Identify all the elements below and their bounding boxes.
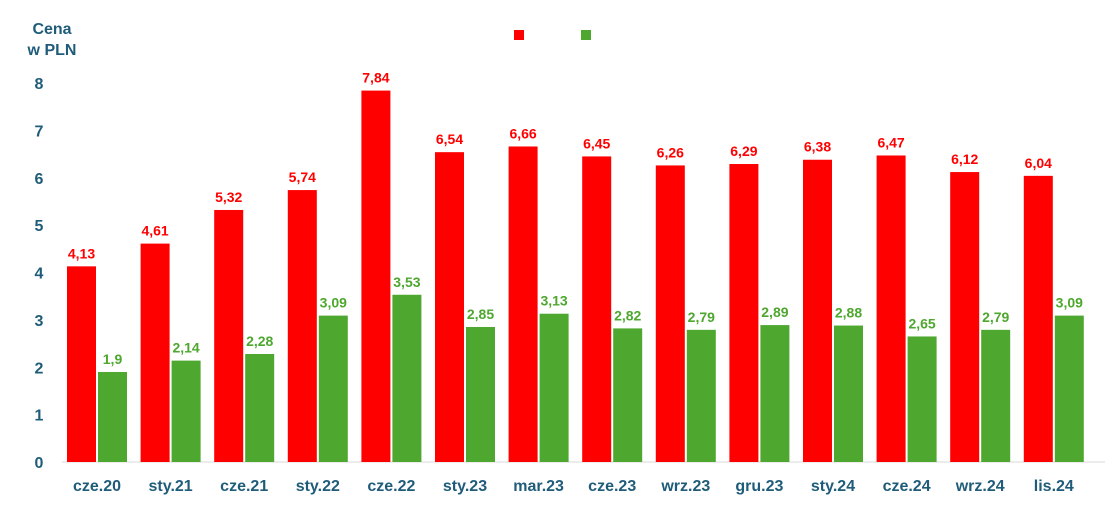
bar-series-1 bbox=[1023, 175, 1053, 463]
data-label-series-1: 6,04 bbox=[1025, 155, 1052, 171]
bar-series-2 bbox=[392, 294, 422, 462]
bar-series-1 bbox=[140, 243, 170, 462]
bar-series-1 bbox=[876, 155, 906, 462]
data-label-series-2: 2,85 bbox=[467, 306, 494, 322]
legend: ON/CC LPG bbox=[514, 27, 624, 43]
data-label-series-2: 3,53 bbox=[393, 274, 420, 290]
data-label-series-1: 6,45 bbox=[583, 135, 610, 151]
bar-series-1 bbox=[950, 172, 980, 462]
data-label-series-1: 4,61 bbox=[141, 223, 168, 239]
bar-series-1 bbox=[582, 156, 612, 462]
y-tick-label: 6 bbox=[35, 171, 44, 188]
bar-series-2 bbox=[318, 315, 348, 462]
data-label-series-1: 4,13 bbox=[68, 245, 95, 261]
x-tick-label: cze.20 bbox=[73, 478, 121, 495]
x-tick-label: wrz.24 bbox=[955, 478, 1005, 495]
x-tick-label: wrz.23 bbox=[660, 478, 710, 495]
data-label-series-2: 2,88 bbox=[835, 305, 862, 321]
legend-swatch-series-2 bbox=[581, 30, 591, 40]
bar-series-2 bbox=[98, 371, 127, 462]
bar-series-1 bbox=[214, 209, 244, 462]
x-axis: cze.20 sty.21 cze.21 sty.22 cze.22 sty.23 mar.… bbox=[73, 478, 1074, 495]
x-tick-label: lis.24 bbox=[1034, 478, 1074, 495]
bar-series-1 bbox=[655, 165, 685, 462]
y-tick-label: 1 bbox=[35, 408, 44, 425]
bar-series-2 bbox=[1054, 315, 1084, 462]
bar-series-1 bbox=[361, 90, 391, 462]
y-tick-label: 8 bbox=[35, 76, 44, 93]
bar-series-1 bbox=[803, 159, 832, 462]
data-label-series-2: 2,79 bbox=[688, 309, 715, 325]
y-axis-title-line-2: w PLN bbox=[27, 42, 77, 59]
bar-series-1 bbox=[435, 152, 464, 463]
bar-series-1 bbox=[67, 266, 96, 462]
bar-series-2 bbox=[834, 325, 863, 462]
x-tick-label: sty.21 bbox=[149, 478, 193, 495]
data-label-series-1: 6,29 bbox=[730, 143, 757, 159]
x-tick-label: cze.22 bbox=[367, 478, 415, 495]
y-axis: 0 1 2 3 4 5 6 7 8 bbox=[35, 76, 44, 472]
data-label-series-2: 2,65 bbox=[908, 315, 935, 331]
y-tick-label: 7 bbox=[35, 123, 44, 140]
legend-label-series-1: ON/CC bbox=[529, 27, 574, 43]
bar-series-2 bbox=[981, 329, 1011, 462]
x-tick-label: sty.24 bbox=[811, 478, 855, 495]
data-label-series-1: 5,74 bbox=[289, 169, 316, 185]
y-axis-title-line-1: Cena bbox=[32, 21, 71, 38]
data-label-series-2: 3,09 bbox=[1056, 295, 1083, 311]
data-label-series-2: 2,82 bbox=[614, 307, 641, 323]
bar-series-2 bbox=[760, 325, 790, 462]
data-label-series-1: 6,66 bbox=[509, 125, 536, 141]
data-label-series-1: 6,47 bbox=[877, 134, 904, 150]
x-tick-label: cze.24 bbox=[883, 478, 931, 495]
bar-series-1 bbox=[729, 164, 759, 463]
bar-series-2 bbox=[686, 329, 716, 462]
data-label-series-2: 2,28 bbox=[246, 333, 273, 349]
legend-label-series-2: LPG bbox=[596, 27, 624, 43]
x-tick-label: sty.23 bbox=[443, 478, 487, 495]
plot-area: 4,13 1,9 4,61 2,14 5,32 2,28 5,74 3,09 7,84 3,53 6… bbox=[67, 70, 1084, 463]
x-tick-label: mar.23 bbox=[513, 478, 564, 495]
data-label-series-2: 2,14 bbox=[172, 340, 199, 356]
data-label-series-1: 6,54 bbox=[436, 131, 463, 147]
data-label-series-1: 6,26 bbox=[657, 144, 684, 160]
x-tick-label: cze.23 bbox=[588, 478, 636, 495]
bar-series-2 bbox=[245, 353, 275, 462]
bar-series-2 bbox=[613, 328, 643, 462]
legend-swatch-series-1 bbox=[514, 30, 524, 40]
y-tick-label: 4 bbox=[35, 266, 44, 283]
data-label-series-1: 7,84 bbox=[362, 70, 389, 86]
x-tick-label: sty.22 bbox=[296, 478, 340, 495]
data-label-series-2: 2,89 bbox=[761, 304, 788, 320]
bar-series-2 bbox=[539, 313, 569, 462]
bar-series-2 bbox=[171, 360, 201, 462]
y-tick-label: 2 bbox=[35, 360, 44, 377]
y-tick-label: 3 bbox=[35, 313, 44, 330]
data-label-series-1: 5,32 bbox=[215, 189, 242, 205]
bar-series-2 bbox=[466, 326, 495, 462]
bar-series-1 bbox=[508, 146, 538, 463]
bar-series-2 bbox=[907, 336, 937, 462]
x-tick-label: gru.23 bbox=[735, 478, 783, 495]
data-label-series-2: 3,09 bbox=[320, 295, 347, 311]
data-label-series-2: 2,79 bbox=[982, 309, 1009, 325]
data-label-series-2: 1,9 bbox=[103, 351, 123, 367]
data-label-series-1: 6,12 bbox=[951, 151, 978, 167]
bar-series-1 bbox=[287, 190, 317, 462]
y-tick-label: 0 bbox=[35, 455, 44, 472]
x-tick-label: cze.21 bbox=[220, 478, 268, 495]
y-tick-label: 5 bbox=[35, 218, 44, 235]
data-label-series-2: 3,13 bbox=[540, 293, 567, 309]
data-label-series-1: 6,38 bbox=[804, 139, 831, 155]
